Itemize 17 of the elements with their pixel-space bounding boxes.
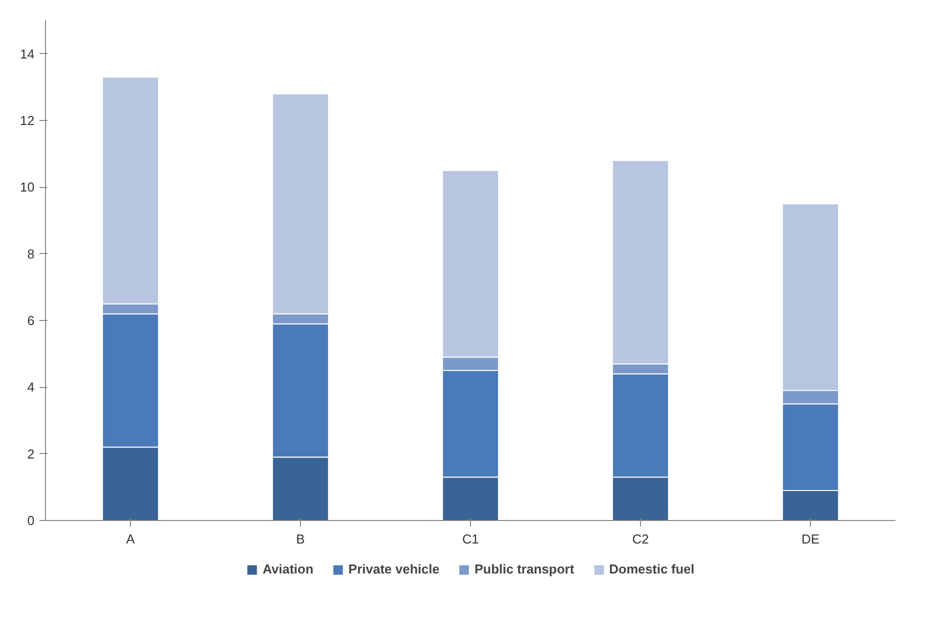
y-tick-label: 8 [27, 246, 35, 262]
legend-label: Private vehicle [348, 562, 440, 576]
y-tick-label: 10 [20, 180, 35, 195]
y-tick-label: 4 [27, 380, 35, 395]
legend-label: Domestic fuel [609, 562, 694, 576]
x-tick-label: A [126, 532, 136, 546]
y-tick-label: 6 [27, 313, 35, 328]
x-tick-label: DE [801, 532, 820, 546]
y-tick-label: 2 [27, 446, 35, 462]
x-tick-label: C2 [632, 532, 649, 546]
legend-label: Aviation [262, 562, 314, 576]
legend-label: Public transport [474, 562, 574, 576]
y-tick-label: 12 [20, 113, 35, 128]
y-tick-label: 14 [20, 46, 35, 62]
x-tick-label: B [296, 532, 305, 546]
y-tick-label: 0 [27, 513, 35, 528]
x-tick-label: C1 [462, 532, 479, 546]
